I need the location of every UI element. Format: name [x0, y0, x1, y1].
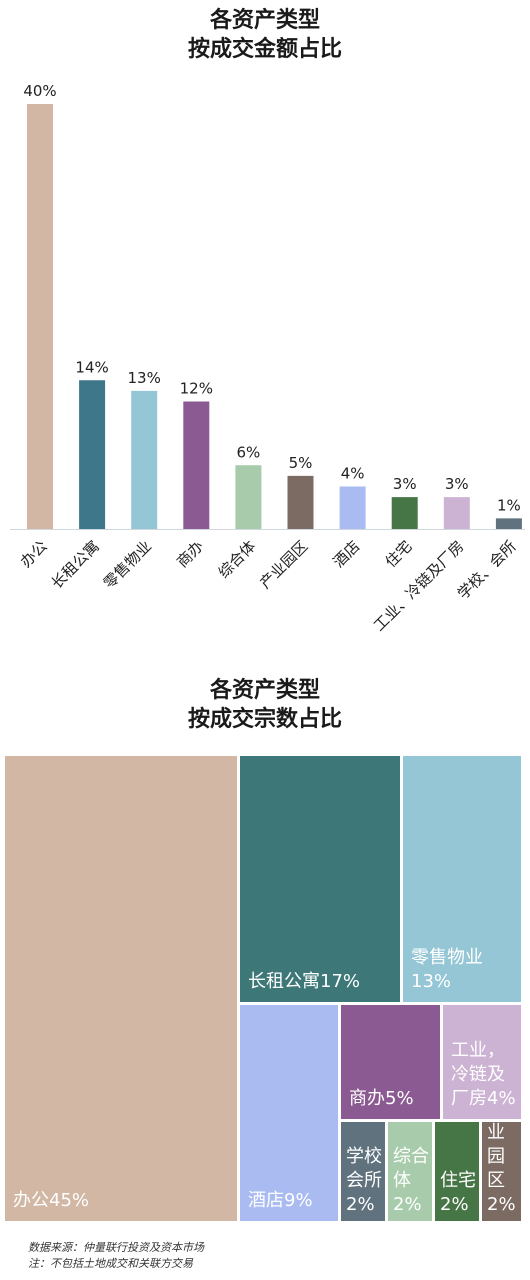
bar-value-label-5: 6%: [237, 443, 261, 461]
treemap-title: 各资产类型 按成交宗数占比: [0, 676, 530, 734]
treemap-tile-1: 办公45%: [5, 756, 240, 1224]
category-label-7: 酒店: [329, 537, 363, 571]
treemap-tile-8: 综合 体 2%: [388, 1122, 435, 1224]
treemap-tile-label-6: 工业， 冷链及 厂房4%: [451, 1040, 516, 1109]
bar-value-label-2: 14%: [75, 358, 108, 376]
bar-10: [495, 518, 522, 529]
category-label-1: 办公: [17, 537, 51, 571]
treemap-title-line1: 各资产类型: [209, 678, 320, 703]
bar-value-label-4: 12%: [180, 380, 213, 398]
bar-1: [27, 104, 53, 529]
bar-9: [443, 497, 470, 529]
treemap-tile-10: 产业 园区 2%: [482, 1122, 524, 1224]
bar-value-label-3: 13%: [128, 369, 161, 387]
category-label-8: 住宅: [382, 537, 416, 571]
bar-chart-title: 各资产类型 按成交金额占比: [0, 6, 530, 64]
category-label-9: 工业、冷链及厂房: [370, 537, 468, 635]
treemap-tile-label-10: 产业 园区 2%: [487, 1122, 516, 1215]
category-label-5: 综合体: [215, 537, 260, 582]
treemap-tile-7: 学校 会所 2%: [341, 1122, 388, 1224]
treemap-tile-label-9: 住宅 2%: [440, 1170, 476, 1215]
category-label-6: 产业园区: [256, 537, 311, 592]
treemap-tile-label-1: 办公45%: [13, 1190, 90, 1211]
bar-value-label-1: 40%: [23, 82, 56, 100]
bar-value-label-6: 5%: [289, 454, 313, 472]
treemap-tile-4: 酒店9%: [240, 1005, 341, 1224]
bar-chart: 40% 办公 14% 长租公寓 13% 零售物业 12% 商办 6% 综合体 5% 产业园区 4% 酒店 3…: [10, 82, 525, 635]
treemap-tile-label-4: 酒店9%: [248, 1190, 313, 1211]
bar-value-label-8: 3%: [393, 475, 417, 493]
treemap-tile-9: 住宅 2%: [435, 1122, 482, 1224]
treemap-tile-label-2: 长租公寓17%: [248, 971, 361, 992]
category-label-2: 长租公寓: [48, 537, 103, 592]
exclusion-note: 注：不包括土地成交和关联方交易: [28, 1257, 193, 1270]
treemap-tile-6: 工业， 冷链及 厂房4%: [443, 1005, 524, 1122]
source-note: 数据来源：仲量联行投资及资本市场: [28, 1241, 204, 1254]
bar-4: [183, 401, 210, 529]
bar-chart-title-line1: 各资产类型: [209, 8, 320, 33]
treemap-title-line2: 按成交宗数占比: [187, 707, 342, 732]
treemap-tile-3: 零售物业 13%: [403, 756, 524, 1005]
treemap-tile-label-5: 商办5%: [349, 1088, 414, 1109]
bar-5: [235, 465, 262, 529]
treemap-tile-label-8: 综合 体 2%: [393, 1146, 429, 1215]
treemap-tile-5: 商办5%: [341, 1005, 443, 1122]
treemap-tile-2: 长租公寓17%: [240, 756, 403, 1005]
bar-chart-title-line2: 按成交金额占比: [187, 37, 342, 62]
bar-2: [79, 380, 106, 529]
category-label-3: 零售物业: [100, 537, 155, 592]
footer: 数据来源：仲量联行投资及资本市场 注：不包括土地成交和关联方交易: [28, 1240, 204, 1272]
bar-6: [287, 475, 314, 529]
bar-3: [131, 390, 158, 529]
bar-value-label-10: 1%: [497, 496, 521, 514]
treemap-tile-label-7: 学校 会所 2%: [346, 1146, 382, 1215]
bar-8: [391, 497, 418, 529]
bar-value-label-7: 4%: [341, 465, 365, 483]
bar-value-label-9: 3%: [445, 475, 469, 493]
category-label-4: 商办: [173, 537, 207, 571]
treemap-tile-label-3: 零售物业 13%: [411, 947, 483, 992]
bar-7: [339, 486, 366, 529]
